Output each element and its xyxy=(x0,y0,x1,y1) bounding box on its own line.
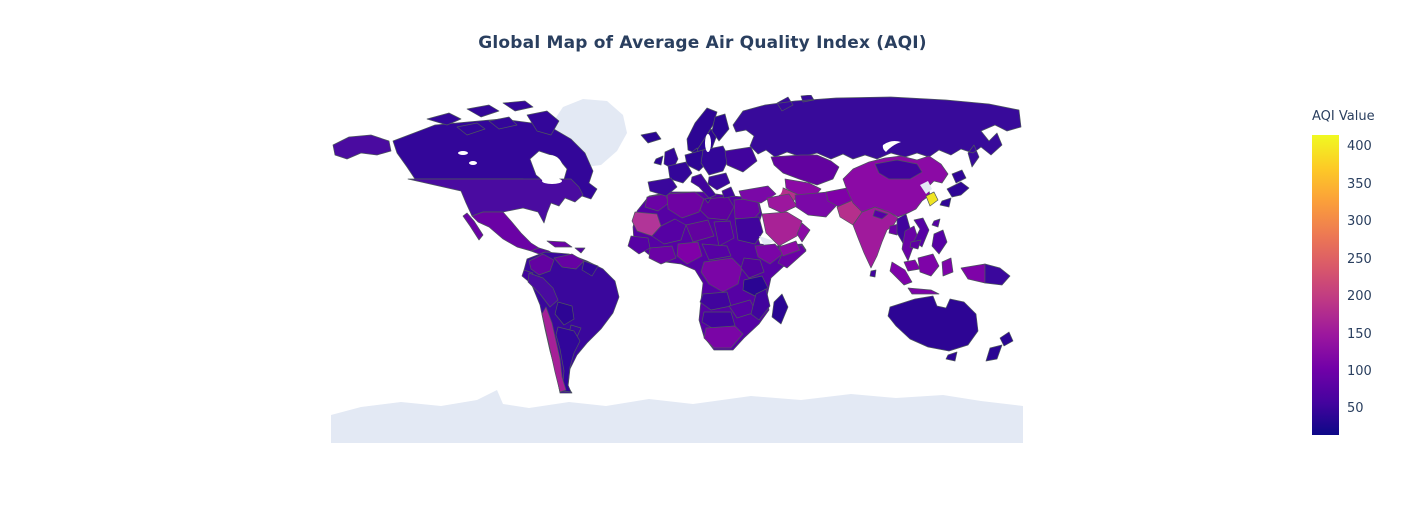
lake-baikal xyxy=(882,141,901,152)
region-australia[interactable] xyxy=(887,295,979,362)
region-central-europe[interactable] xyxy=(700,145,730,176)
region-italy[interactable] xyxy=(690,173,717,204)
region-colombia[interactable] xyxy=(528,253,555,276)
great-slave-lake xyxy=(469,161,477,165)
great-bear-lake xyxy=(458,151,468,155)
region-philippines[interactable] xyxy=(931,229,948,255)
region-japan[interactable] xyxy=(939,169,970,208)
colorbar-ticks: 400 350 300 250 200 150 100 50 xyxy=(1347,135,1397,435)
region-chile[interactable] xyxy=(541,306,567,393)
region-taiwan[interactable] xyxy=(931,218,941,228)
region-guyanas[interactable] xyxy=(581,260,599,277)
region-niger[interactable] xyxy=(685,219,715,243)
region-indonesia[interactable] xyxy=(889,253,954,295)
region-algeria[interactable] xyxy=(666,191,705,219)
region-russia[interactable] xyxy=(732,95,1022,168)
region-ethiopia[interactable] xyxy=(754,243,784,265)
region-finland[interactable] xyxy=(711,113,730,142)
region-vietnam-laos[interactable] xyxy=(913,217,930,248)
region-nigeria[interactable] xyxy=(676,241,703,265)
colorbar-tick: 250 xyxy=(1347,252,1372,267)
region-cuba[interactable] xyxy=(546,240,573,248)
region-dr-congo[interactable] xyxy=(700,257,743,293)
colorbar-tick: 200 xyxy=(1347,289,1372,304)
colorbar-tick: 300 xyxy=(1347,214,1372,229)
region-canada-arctic[interactable] xyxy=(426,100,560,136)
region-angola[interactable] xyxy=(699,291,732,311)
region-yemen[interactable] xyxy=(778,240,801,257)
region-iceland[interactable] xyxy=(640,131,662,144)
region-sri-lanka[interactable] xyxy=(869,269,877,278)
region-bangladesh[interactable] xyxy=(888,223,900,236)
world-map xyxy=(331,95,1023,443)
region-mexico[interactable] xyxy=(471,211,540,252)
region-cambodia[interactable] xyxy=(909,239,922,250)
region-ivory-ghana[interactable] xyxy=(648,245,677,265)
region-greece[interactable] xyxy=(721,186,736,199)
region-chad[interactable] xyxy=(713,220,735,247)
region-papua-new-guinea[interactable] xyxy=(984,263,1011,286)
colorbar-tick: 100 xyxy=(1347,364,1372,379)
caspian-sea xyxy=(775,173,783,195)
region-cameroon-car[interactable] xyxy=(701,243,732,261)
region-new-zealand[interactable] xyxy=(985,331,1014,362)
colorbar-tick: 50 xyxy=(1347,401,1364,416)
region-venezuela[interactable] xyxy=(553,253,585,270)
hudson-bay-lake xyxy=(537,155,563,183)
chart-title: Global Map of Average Air Quality Index … xyxy=(478,33,927,53)
region-eritrea xyxy=(759,236,774,247)
region-balkans[interactable] xyxy=(707,172,731,191)
region-bolivia[interactable] xyxy=(554,301,575,326)
region-thailand[interactable] xyxy=(901,225,919,262)
region-south-korea[interactable] xyxy=(925,191,939,207)
region-mongolia[interactable] xyxy=(874,159,923,180)
region-kenya-uganda[interactable] xyxy=(740,257,765,279)
colorbar-title: AQI Value xyxy=(1312,109,1375,124)
region-antarctica xyxy=(331,390,1023,443)
region-ukraine[interactable] xyxy=(724,146,758,173)
region-france[interactable] xyxy=(667,161,693,184)
region-saudi-arabia[interactable] xyxy=(761,211,803,247)
black-sea xyxy=(730,178,750,188)
region-iraq-syria[interactable] xyxy=(766,193,798,214)
region-mexico-baja[interactable] xyxy=(462,212,484,241)
region-usa-alaska[interactable] xyxy=(332,134,392,160)
great-lakes xyxy=(542,178,562,184)
region-somalia[interactable] xyxy=(777,244,807,269)
region-spain[interactable] xyxy=(647,177,678,197)
colorbar-tick: 150 xyxy=(1347,327,1372,342)
colorbar-tick: 400 xyxy=(1347,139,1372,154)
region-ireland[interactable] xyxy=(653,155,664,166)
region-kazakhstan[interactable] xyxy=(770,154,840,186)
region-sudan[interactable] xyxy=(734,216,764,245)
region-hispaniola[interactable] xyxy=(574,247,586,254)
region-madagascar[interactable] xyxy=(771,293,789,325)
region-south-africa[interactable] xyxy=(703,325,744,349)
region-malaysia[interactable] xyxy=(903,259,921,272)
region-nepal[interactable] xyxy=(872,209,889,220)
region-west-papua[interactable] xyxy=(960,263,986,284)
region-west-africa[interactable] xyxy=(627,235,651,255)
baltic-sea xyxy=(705,134,711,152)
region-north-korea xyxy=(920,181,932,194)
region-argentina[interactable] xyxy=(555,326,581,393)
region-peru[interactable] xyxy=(527,272,559,308)
colorbar-gradient xyxy=(1312,135,1339,435)
colorbar-tick: 350 xyxy=(1347,177,1372,192)
region-oman[interactable] xyxy=(796,222,811,243)
region-usa[interactable] xyxy=(407,178,584,224)
region-mozambique[interactable] xyxy=(750,288,771,321)
